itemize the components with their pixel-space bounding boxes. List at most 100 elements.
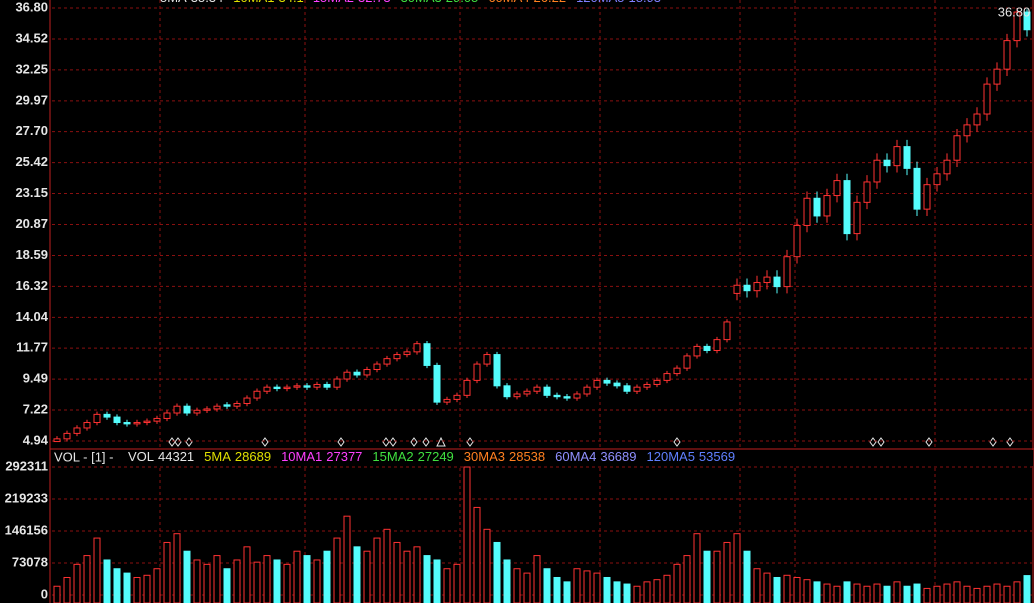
candle-body (233, 402, 241, 407)
volume-bar (433, 559, 441, 603)
candle-body (423, 343, 431, 366)
volume-bar (993, 583, 1001, 603)
legend-name: VOL (128, 449, 154, 464)
y-tick-label: 18.59 (15, 247, 48, 262)
diamond-marker (337, 437, 345, 447)
candle-body (633, 386, 641, 392)
y-tick-label: 20.87 (15, 216, 48, 231)
volume-bar (123, 572, 131, 603)
volume-bar (523, 572, 531, 603)
candle-body (503, 385, 511, 398)
volume-bar (263, 555, 271, 603)
legend-value: 34.1 (278, 0, 303, 5)
candle-body (103, 413, 111, 418)
y-tick-label: 146156 (5, 522, 48, 537)
legend-name: 30MA3 (401, 0, 442, 5)
candle-body (283, 386, 291, 390)
candle-body (973, 113, 981, 126)
volume-bar (113, 568, 121, 603)
y-tick-label: 25.42 (15, 154, 48, 169)
candle-body (153, 417, 161, 422)
candle-body (853, 201, 861, 235)
volume-bar (463, 466, 471, 603)
legend: 5MA 35.34 10MA1 34.1 15MA2 32.73 30MA3 29.05 60M… (160, 0, 661, 5)
candle-body (693, 345, 701, 357)
volume-bar (793, 576, 801, 603)
candle-body (453, 394, 461, 400)
volume-bar (73, 563, 81, 603)
volume-bar (253, 561, 261, 603)
candle-body (863, 181, 871, 203)
candle-body (53, 438, 61, 443)
volume-bar (863, 585, 871, 603)
volume-bar (103, 559, 111, 603)
candle-body (643, 383, 651, 388)
volume-bar (833, 585, 841, 603)
candle-body (913, 167, 921, 210)
diamond-marker (168, 437, 176, 447)
legend-value: 32.73 (358, 0, 391, 5)
volume-bar (813, 581, 821, 603)
candle-body (813, 197, 821, 217)
candle-body (983, 83, 991, 115)
candle-body (263, 386, 271, 392)
diamond-marker (174, 437, 182, 447)
volume-bar (803, 579, 811, 603)
y-tick-label: 7.22 (23, 401, 48, 416)
volume-bar (903, 585, 911, 603)
candle-body (793, 224, 801, 258)
diamond-marker (410, 437, 418, 447)
legend-name: 5MA (160, 0, 187, 5)
candle-body (753, 282, 761, 292)
volume-bar (303, 555, 311, 603)
volume-bar (923, 587, 931, 603)
candle-body (893, 146, 901, 167)
volume-bar (513, 568, 521, 603)
candle-body (613, 382, 621, 387)
legend-value: 27377 (326, 449, 362, 464)
y-tick-label: 23.15 (15, 185, 48, 200)
volume-bar (883, 585, 891, 603)
volume-bar (173, 533, 181, 603)
legend-value: 53569 (699, 449, 735, 464)
candle-body (683, 355, 691, 369)
volume-bar (483, 528, 491, 603)
candle-body (953, 135, 961, 161)
y-tick-label: 9.49 (23, 371, 48, 386)
volume-bar (673, 563, 681, 603)
volume-bar (623, 583, 631, 603)
volume-bar (553, 576, 561, 603)
legend-name: 10MA1 (233, 0, 274, 5)
diamond-marker (989, 437, 997, 447)
volume-bar (1023, 575, 1031, 603)
volume-bar (453, 563, 461, 603)
volume-bar (443, 568, 451, 603)
candle-body (543, 386, 551, 396)
candle-body (93, 413, 101, 424)
diamond-marker (185, 437, 193, 447)
volume-bar (423, 555, 431, 603)
legend-bg (51, 450, 1033, 466)
candle-body (183, 405, 191, 414)
volume-bar (323, 550, 331, 603)
candle-body (313, 383, 321, 388)
volume-bar (613, 581, 621, 603)
volume-bar (933, 585, 941, 603)
candle-body (73, 427, 81, 434)
legend-value: 28689 (235, 449, 271, 464)
volume-bar (343, 515, 351, 603)
candle-body (593, 379, 601, 388)
diamond-marker (877, 437, 885, 447)
candle-body (803, 197, 811, 226)
volume-bar (493, 541, 501, 603)
candle-body (243, 397, 251, 404)
volume-bar (953, 581, 961, 603)
candle-body (573, 393, 581, 399)
volume-bar (663, 574, 671, 603)
candle-body (883, 159, 891, 167)
candle-body (993, 68, 1001, 85)
candle-body (583, 386, 591, 395)
max-label: 36.80 (998, 4, 1031, 19)
candle-body (293, 385, 301, 388)
volume-bar (133, 576, 141, 603)
